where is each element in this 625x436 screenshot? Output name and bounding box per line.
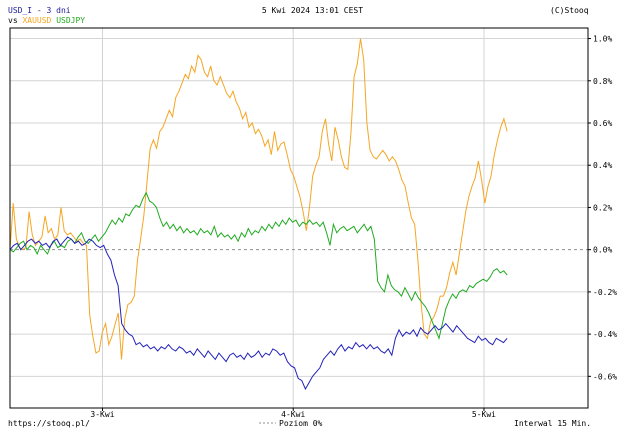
- x-tick-label: 4-Kwi: [281, 410, 305, 419]
- footer: https://stooq.pl/ Poziom 0% Interwal 15 …: [8, 419, 591, 428]
- grid-lines: [10, 28, 588, 408]
- y-tick-label: -0.6%: [593, 372, 617, 381]
- y-tick-label: 0.6%: [593, 119, 612, 128]
- symbol-title: USD_I - 3 dni: [8, 6, 71, 15]
- series-lines: [9, 38, 508, 391]
- compare-line: vs XAUUSD USDJPY: [8, 16, 85, 26]
- y-tick-label: 0.8%: [593, 77, 612, 86]
- footer-url[interactable]: https://stooq.pl/: [8, 419, 90, 428]
- x-axis: 3-Kwi 4-Kwi 5-Kwi: [90, 408, 496, 419]
- series-line-usdjpy: [9, 191, 508, 340]
- series-line-usd-i: [9, 236, 508, 391]
- series-line-xauusd: [9, 38, 508, 360]
- y-tick-label: 0.0%: [593, 246, 612, 255]
- copyright: (C)Stooq: [550, 6, 589, 15]
- y-tick-label: 0.4%: [593, 161, 612, 170]
- x-tick-label: 3-Kwi: [90, 410, 114, 419]
- y-axis: 1.0% 0.8% 0.6% 0.4% 0.2% 0.0% -0.2% -0.4% -0.6%: [588, 35, 617, 381]
- y-tick-label: -0.4%: [593, 330, 617, 339]
- baseline-legend-label: Poziom 0%: [279, 419, 323, 428]
- interval-label: Interwal 15 Min.: [514, 419, 591, 428]
- plot-frame: [9, 27, 589, 409]
- y-tick-label: -0.2%: [593, 288, 617, 297]
- compare-usdjpy[interactable]: USDJPY: [56, 16, 86, 25]
- x-tick-label: 5-Kwi: [472, 410, 496, 419]
- vs-prefix: vs: [8, 16, 18, 25]
- compare-xauusd[interactable]: XAUUSD: [22, 16, 52, 25]
- y-tick-label: 0.2%: [593, 203, 612, 212]
- chart-datetime: 5 Kwi 2024 13:01 CEST: [261, 6, 364, 15]
- y-tick-label: 1.0%: [593, 35, 612, 44]
